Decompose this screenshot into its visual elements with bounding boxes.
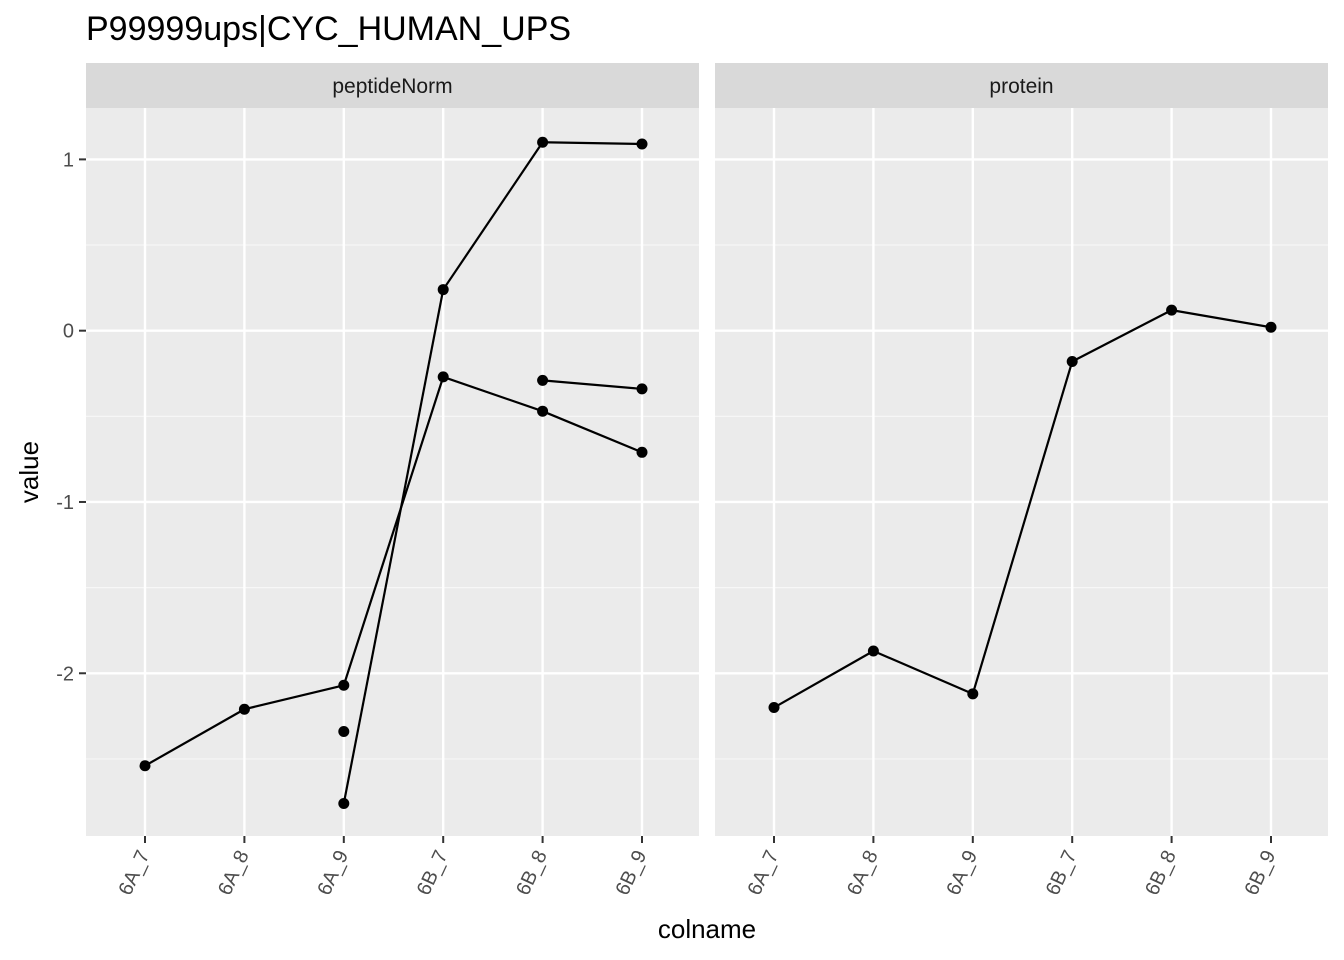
series-line-segment	[773, 650, 874, 709]
series-line-segment	[971, 361, 1074, 695]
facet-panels: peptideNorm 6A_7 6A_8 6A_9 6B_7 6B_8 6B_9 1 0 -1 -…	[56, 63, 1328, 899]
data-point	[537, 374, 549, 386]
data-point	[437, 284, 449, 296]
data-point	[636, 138, 648, 150]
y-tick-label: 1	[63, 149, 74, 171]
data-point	[867, 645, 879, 657]
series-line-segment	[872, 649, 974, 695]
data-point	[139, 760, 151, 772]
y-tick-label: -1	[56, 492, 74, 514]
data-point	[238, 703, 250, 715]
x-tick-label: 6B_8	[1141, 847, 1181, 899]
x-tick-label: 6B_9	[612, 847, 652, 899]
facet-strip-label: protein	[989, 75, 1053, 98]
chart-title: P99999ups|CYC_HUMAN_UPS	[86, 10, 571, 48]
facet-peptideNorm: peptideNorm 6A_7 6A_8 6A_9 6B_7 6B_8 6B_9 1 0 -1 -…	[56, 63, 699, 899]
data-point	[768, 702, 780, 714]
x-tick-label: 6A_9	[942, 847, 982, 899]
facet-strip	[86, 63, 699, 108]
data-point	[437, 371, 449, 383]
data-point	[537, 136, 549, 148]
series-line-segment	[442, 141, 544, 291]
data-point	[338, 797, 350, 809]
data-point	[1166, 304, 1178, 316]
x-tick-label: 6B_8	[512, 847, 552, 899]
y-tick-label: -2	[56, 663, 74, 685]
series-line-segment	[342, 376, 445, 686]
data-point	[338, 726, 350, 738]
series-line-segment	[244, 684, 345, 711]
x-tick-label: 6A_9	[313, 847, 353, 899]
series-line-segment	[542, 141, 643, 146]
y-tick-label: 0	[63, 321, 74, 343]
x-tick-label: 6A_7	[744, 847, 784, 899]
series-line-segment	[542, 410, 643, 454]
data-point	[1265, 321, 1277, 333]
y-axis-title: value	[14, 441, 44, 503]
x-tick-label: 6B_7	[413, 847, 453, 899]
series-line-segment	[442, 375, 543, 413]
series-line-segment	[1071, 309, 1173, 363]
series-line-segment	[542, 379, 643, 391]
data-point	[338, 679, 350, 691]
data-point	[1066, 356, 1078, 368]
x-tick-label: 6A_8	[214, 847, 254, 899]
panel-background	[715, 108, 1328, 836]
data-point	[537, 405, 549, 417]
panel-background	[86, 108, 699, 836]
series-line-segment	[342, 289, 445, 804]
x-tick-label: 6A_7	[115, 847, 155, 899]
x-tick-label: 6B_9	[1241, 847, 1281, 899]
facet-protein: protein 6A_7 6A_8 6A_9 6B_7 6B_8 6B_9	[715, 63, 1328, 899]
facet-strip-label: peptideNorm	[332, 75, 452, 98]
x-axis-title: colname	[658, 914, 756, 944]
data-point	[967, 688, 979, 700]
series-line-segment	[1171, 309, 1272, 329]
series-line-segment	[144, 708, 245, 767]
x-tick-label: 6A_8	[843, 847, 883, 899]
data-point	[636, 446, 648, 458]
x-tick-label: 6B_7	[1042, 847, 1082, 899]
facet-strip	[715, 63, 1328, 108]
data-point	[636, 383, 648, 395]
